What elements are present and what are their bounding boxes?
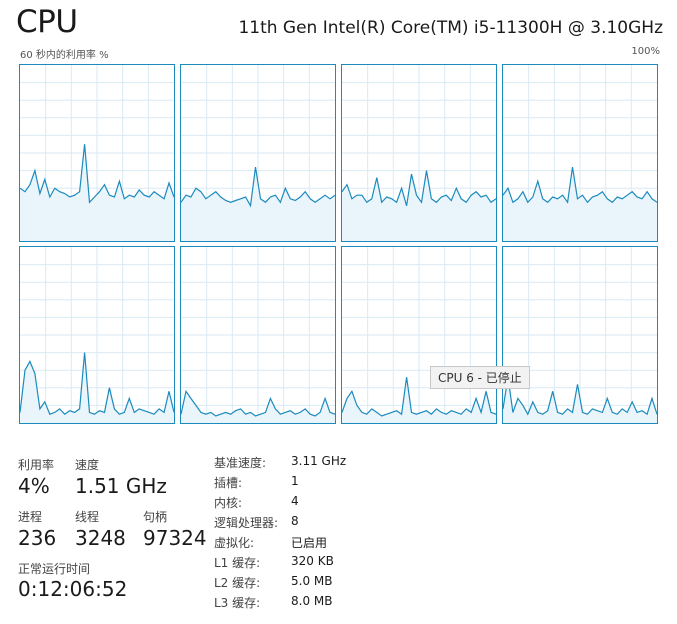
info-value: 8.0 MB — [291, 594, 333, 608]
speed-label: 速度 — [75, 458, 100, 472]
processes-label: 进程 — [18, 510, 43, 524]
cpu-core-graph[interactable] — [341, 64, 497, 242]
utilization-value: 4% — [18, 474, 50, 498]
info-value: 5.0 MB — [291, 574, 333, 588]
utilization-line — [181, 167, 335, 208]
utilization-line — [342, 170, 496, 206]
handles-label: 句柄 — [143, 510, 168, 524]
utilization-line — [20, 144, 174, 204]
processes-value: 236 — [18, 526, 57, 550]
utilization-line — [181, 389, 335, 417]
cpu-core-graph[interactable] — [19, 64, 175, 242]
info-value: 3.11 GHz — [291, 454, 347, 468]
cpu-tooltip: CPU 6 - 已停止 — [430, 366, 530, 389]
utilization-line — [20, 352, 174, 415]
graph-max-label: 100% — [631, 46, 660, 57]
utilization-line — [503, 167, 657, 204]
info-key: L1 缓存: — [214, 556, 261, 570]
threads-value: 3248 — [75, 526, 126, 550]
info-key: 虚拟化: — [214, 536, 255, 550]
threads-label: 线程 — [75, 510, 100, 524]
cpu-model: 11th Gen Intel(R) Core(TM) i5-11300H @ 3… — [238, 18, 663, 38]
utilization-label: 利用率 — [18, 458, 55, 472]
info-key: L3 缓存: — [214, 596, 261, 610]
utilization-line — [342, 377, 496, 417]
uptime-label: 正常运行时间 — [18, 562, 91, 576]
utilization-area — [20, 144, 174, 241]
info-value: 4 — [291, 494, 299, 508]
graph-axis-label: 60 秒内的利用率 % — [20, 50, 109, 61]
cpu-core-graph[interactable] — [180, 246, 336, 424]
info-value: 1 — [291, 474, 299, 488]
handles-value: 97324 — [143, 526, 207, 550]
cpu-title: CPU — [16, 4, 78, 40]
cpu-core-graph[interactable] — [19, 246, 175, 424]
info-value: 8 — [291, 514, 299, 528]
info-key: 内核: — [214, 496, 243, 510]
info-value: 已启用 — [291, 536, 328, 550]
utilization-area — [181, 167, 335, 241]
info-key: 基准速度: — [214, 456, 267, 470]
utilization-area — [342, 170, 496, 241]
info-key: 逻辑处理器: — [214, 516, 279, 530]
info-key: L2 缓存: — [214, 576, 261, 590]
info-key: 插槽: — [214, 476, 243, 490]
cpu-core-graph[interactable] — [180, 64, 336, 242]
cpu-core-graph[interactable] — [341, 246, 497, 424]
cpu-core-graph[interactable] — [502, 246, 658, 424]
utilization-area — [20, 352, 174, 423]
utilization-area — [503, 167, 657, 241]
uptime-value: 0:12:06:52 — [18, 577, 128, 601]
utilization-line — [503, 377, 657, 416]
cpu-core-graph[interactable] — [502, 64, 658, 242]
info-value: 320 KB — [291, 554, 334, 568]
speed-value: 1.51 GHz — [75, 474, 167, 498]
